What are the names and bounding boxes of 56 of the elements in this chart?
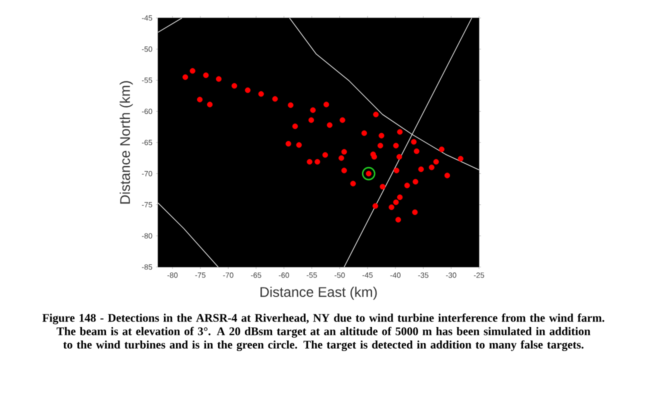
point <box>216 76 222 82</box>
point <box>394 168 400 174</box>
y-axis-title: Distance North (km) <box>120 81 133 204</box>
point <box>272 96 278 102</box>
point <box>362 166 376 180</box>
point <box>232 83 238 89</box>
point <box>308 117 314 123</box>
point <box>414 148 420 154</box>
point <box>411 139 417 145</box>
point <box>395 216 401 222</box>
point <box>393 199 399 206</box>
point <box>341 168 347 174</box>
point <box>350 180 356 186</box>
point <box>438 146 444 152</box>
point <box>306 158 312 165</box>
point <box>372 203 378 209</box>
caption: Figure 148 - Detections in the ARSR-4 at Riverhead, NY due to wind turbine interference from the wind farm. The beam is at elevation of 3°. A 20 dBsm target at an altitude of 5000 m has been simulated in addition to the wind turbines and is in the green circle. The target is detected in addition to many false targets. <box>42 314 604 352</box>
point <box>310 107 316 113</box>
point <box>286 140 292 147</box>
point <box>388 204 394 210</box>
point <box>373 112 379 118</box>
point <box>361 130 368 136</box>
point <box>396 154 402 160</box>
point <box>244 87 251 94</box>
point <box>314 158 320 165</box>
point <box>418 166 424 172</box>
point <box>326 122 332 128</box>
point <box>428 164 434 170</box>
point <box>444 172 450 178</box>
point <box>207 102 213 108</box>
point <box>338 155 344 161</box>
point <box>341 149 347 155</box>
point <box>182 74 188 80</box>
point <box>458 156 464 162</box>
point <box>412 209 418 216</box>
point <box>288 102 294 108</box>
point <box>340 117 346 123</box>
x-axis-title: Distance East (km) <box>260 286 377 300</box>
point <box>378 142 384 148</box>
point <box>324 102 330 108</box>
point <box>404 182 410 188</box>
point <box>322 152 328 158</box>
point <box>258 91 264 97</box>
point <box>393 142 399 148</box>
point <box>397 129 403 135</box>
point <box>190 68 196 74</box>
point <box>433 158 439 165</box>
point <box>397 194 403 200</box>
point <box>296 142 302 148</box>
point <box>197 96 203 102</box>
point <box>203 72 209 78</box>
point <box>412 178 418 185</box>
point <box>371 154 378 160</box>
point <box>380 184 386 190</box>
point <box>292 124 298 130</box>
point <box>378 132 384 138</box>
